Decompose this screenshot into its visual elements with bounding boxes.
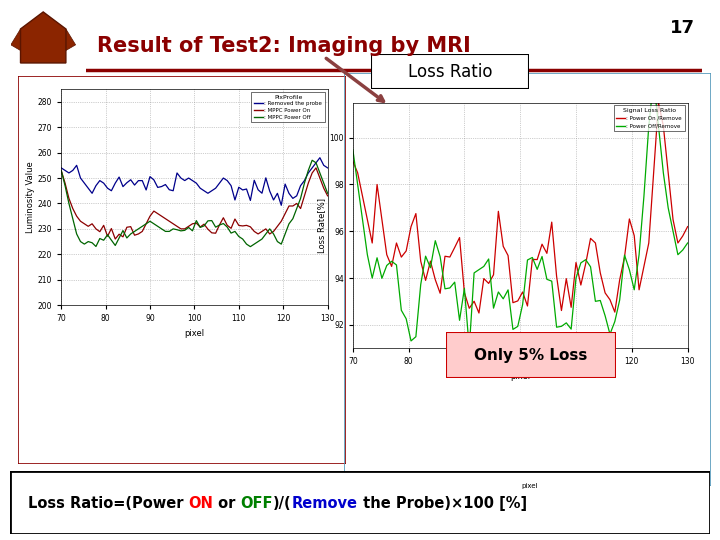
Legend: : Power On /Remove, : Power Off/Remove: : Power On /Remove, : Power Off/Remove	[613, 105, 685, 131]
Text: 17: 17	[670, 19, 695, 37]
Text: the Probe)×100 [%]: the Probe)×100 [%]	[358, 496, 527, 511]
X-axis label: pixel: pixel	[510, 372, 530, 381]
Text: or: or	[213, 496, 240, 511]
Text: pixel: pixel	[521, 483, 537, 489]
Text: Loss Ratio=(Power: Loss Ratio=(Power	[27, 496, 188, 511]
Polygon shape	[20, 12, 66, 63]
Text: Remove: Remove	[292, 496, 358, 511]
Text: )/(: )/(	[273, 496, 292, 511]
Y-axis label: Loss Rate[%]: Loss Rate[%]	[318, 198, 326, 253]
Legend: : Removed the probe, : MPPC Power On, : MPPC Power Off: : Removed the probe, : MPPC Power On, : …	[251, 92, 325, 123]
Text: Result of Test2: Imaging by MRI: Result of Test2: Imaging by MRI	[97, 36, 471, 56]
Polygon shape	[66, 29, 76, 51]
Polygon shape	[11, 29, 20, 51]
X-axis label: pixel: pixel	[184, 329, 204, 338]
Text: ON: ON	[188, 496, 213, 511]
Y-axis label: Luminosity Value: Luminosity Value	[26, 161, 35, 233]
Text: Only 5% Loss: Only 5% Loss	[474, 348, 588, 362]
Text: OFF: OFF	[240, 496, 273, 511]
Text: Loss Ratio: Loss Ratio	[408, 63, 492, 80]
